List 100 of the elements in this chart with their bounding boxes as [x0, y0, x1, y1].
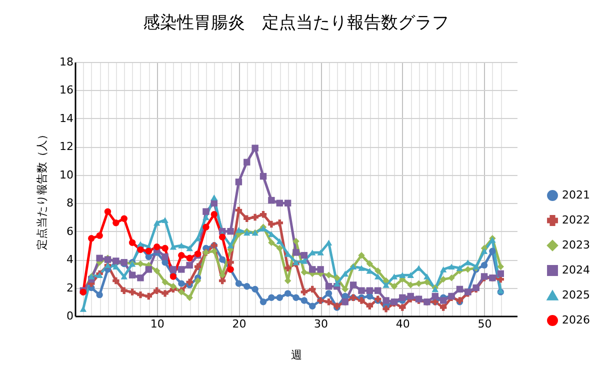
point	[342, 270, 348, 277]
point	[334, 274, 340, 282]
point	[276, 220, 283, 226]
point	[162, 244, 168, 252]
legend-label: 2022	[562, 214, 590, 226]
point	[448, 264, 455, 270]
point	[440, 266, 447, 272]
point	[292, 238, 300, 245]
point	[210, 194, 218, 200]
point	[210, 211, 218, 218]
point	[96, 254, 103, 262]
point	[325, 272, 332, 278]
point	[227, 259, 234, 266]
point	[325, 290, 332, 297]
point	[300, 258, 308, 264]
y-tick-label: 2	[66, 281, 74, 294]
point	[186, 294, 193, 302]
point	[227, 242, 234, 248]
x-tick-label: 20	[232, 318, 246, 330]
x-tick-label: 40	[396, 318, 410, 330]
y-tick-label: 10	[60, 168, 74, 182]
point	[382, 297, 390, 304]
point	[178, 242, 185, 248]
x-tick-label: 10	[150, 318, 164, 330]
point	[432, 292, 438, 300]
point	[366, 287, 374, 294]
point	[334, 280, 340, 286]
point	[88, 235, 95, 242]
point	[276, 294, 283, 302]
point	[162, 278, 168, 286]
point	[210, 248, 218, 254]
point	[112, 220, 120, 226]
point	[96, 232, 103, 239]
point	[342, 286, 348, 293]
point	[284, 290, 292, 297]
point	[382, 282, 390, 288]
point	[227, 228, 234, 235]
y-tick-label: 4	[66, 253, 74, 266]
point	[194, 263, 202, 270]
point	[154, 244, 160, 250]
point	[202, 224, 210, 230]
point	[292, 294, 300, 302]
point	[244, 283, 250, 290]
point	[194, 277, 202, 284]
point	[390, 283, 398, 290]
point	[162, 290, 168, 297]
point	[137, 274, 144, 282]
point	[358, 297, 365, 304]
point	[154, 287, 160, 294]
point	[235, 280, 242, 287]
point	[268, 239, 275, 246]
point	[415, 280, 422, 287]
point	[317, 266, 324, 273]
point	[464, 259, 472, 266]
point	[137, 291, 144, 298]
legend-label: 2026	[562, 314, 590, 326]
point	[186, 254, 193, 262]
point	[276, 200, 283, 206]
point	[374, 267, 382, 274]
point	[218, 256, 226, 263]
point	[104, 208, 112, 215]
point	[170, 283, 177, 290]
point	[325, 240, 332, 246]
point	[399, 304, 406, 311]
legend-label: 2021	[562, 188, 590, 202]
point	[300, 297, 308, 304]
x-axis-title: 週	[291, 348, 302, 362]
y-tick-label: 16	[60, 84, 74, 97]
point	[276, 244, 283, 252]
legend-label: 2025	[562, 288, 590, 302]
x-tick-label: 30	[314, 318, 328, 330]
point	[497, 270, 504, 278]
point	[440, 276, 447, 283]
point	[284, 200, 292, 206]
point	[399, 294, 406, 302]
point	[112, 277, 120, 284]
y-tick-label: 8	[66, 196, 74, 210]
point	[244, 158, 250, 166]
point	[456, 286, 464, 293]
point	[325, 298, 332, 306]
point	[374, 287, 382, 294]
point	[137, 246, 144, 254]
point	[300, 268, 308, 276]
point	[260, 298, 267, 306]
point	[382, 306, 390, 312]
point	[309, 286, 316, 293]
point	[366, 260, 374, 268]
point	[407, 272, 414, 278]
point	[480, 248, 488, 254]
point	[382, 277, 390, 284]
point	[120, 215, 128, 222]
point	[162, 253, 168, 260]
point	[112, 264, 120, 270]
point	[440, 304, 447, 311]
point	[358, 252, 365, 259]
point	[80, 306, 87, 312]
point	[268, 196, 275, 204]
point	[186, 245, 193, 252]
y-axis-title: 定点当たり報告数（人）	[36, 129, 49, 250]
point	[162, 217, 168, 223]
